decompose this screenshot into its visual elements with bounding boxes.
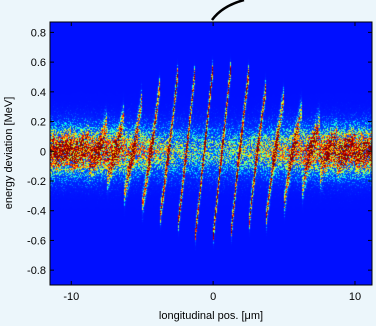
decorative-curve — [210, 0, 245, 21]
plot-frame — [49, 21, 373, 286]
y-tick-label: 0.2 — [31, 117, 46, 129]
y-tick-label: 0.4 — [31, 87, 46, 99]
x-tick-label: 0 — [210, 291, 216, 303]
y-tick-label: -0.4 — [27, 206, 46, 218]
y-tick-label: -0.8 — [27, 265, 46, 277]
y-axis-label: energy deviation [MeV] — [3, 97, 15, 210]
y-tick-label: 0.8 — [31, 27, 46, 39]
y-tick-label: 0.6 — [31, 57, 46, 69]
heatmap-canvas — [50, 22, 372, 285]
y-tick-label: 0 — [40, 146, 46, 158]
x-axis: -10 0 10 — [63, 22, 361, 303]
heatmap-container — [50, 22, 372, 285]
plot-area — [49, 21, 373, 286]
x-tick-label: -10 — [63, 291, 79, 303]
y-tick-label: -0.6 — [27, 235, 46, 247]
y-tick-label: -0.2 — [27, 176, 46, 188]
x-axis-label: longitudinal pos. [μm] — [159, 310, 263, 322]
x-tick-label: 10 — [349, 291, 361, 303]
y-axis: 0.8 0.6 0.4 0.2 0 -0.2 -0.4 -0.6 -0.8 — [27, 27, 372, 277]
